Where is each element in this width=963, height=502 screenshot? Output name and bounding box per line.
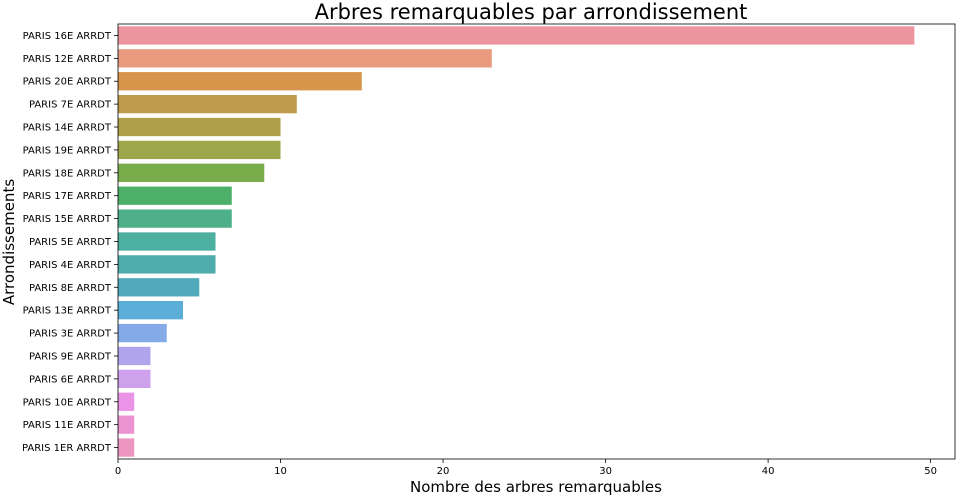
bar-paris-7e-arrdt: [118, 94, 297, 114]
y-tick-label: PARIS 10E ARRDT: [23, 397, 112, 408]
bar-paris-6e-arrdt: [118, 369, 151, 389]
bar-paris-20e-arrdt: [118, 72, 362, 91]
y-tick-label: PARIS 19E ARRDT: [23, 145, 112, 156]
bar-paris-8e-arrdt: [118, 278, 200, 297]
bar-paris-16e-arrdt: [118, 26, 915, 45]
plot-frame: [117, 23, 956, 460]
x-axis-label: Nombre des arbres remarquables: [410, 478, 662, 496]
y-axis-label: Arrondissements: [0, 179, 18, 305]
y-tick-label: PARIS 12E ARRDT: [23, 54, 112, 65]
x-tick-label: 50: [924, 466, 937, 477]
y-tick-label: PARIS 9E ARRDT: [29, 351, 112, 362]
x-tick-label: 40: [762, 466, 775, 477]
y-tick-label: PARIS 3E ARRDT: [29, 329, 112, 340]
bar-paris-19e-arrdt: [118, 140, 281, 160]
bar-paris-14e-arrdt: [118, 117, 281, 137]
bar-paris-15e-arrdt: [118, 209, 232, 228]
y-tick-label: PARIS 13E ARRDT: [23, 306, 112, 317]
y-tick-label: PARIS 6E ARRDT: [29, 374, 112, 385]
x-tick-label: 30: [599, 466, 612, 477]
x-tick-label: 0: [115, 466, 121, 477]
bar-paris-11e-arrdt: [118, 415, 135, 434]
y-ticks-group: PARIS 16E ARRDT PARIS 12E ARRDT PARIS 20E …: [22, 31, 118, 454]
bar-paris-13e-arrdt: [118, 301, 184, 320]
bar-paris-10e-arrdt: [118, 392, 135, 411]
y-tick-label: PARIS 7E ARRDT: [29, 100, 112, 111]
bar-paris-3e-arrdt: [118, 323, 167, 343]
y-tick-label: PARIS 1ER ARRDT: [22, 443, 112, 454]
y-tick-label: PARIS 17E ARRDT: [23, 191, 112, 202]
chart-title: Arbres remarquables par arrondissement: [315, 0, 748, 24]
x-tick-label: 20: [437, 466, 450, 477]
y-tick-label: PARIS 16E ARRDT: [23, 31, 112, 42]
bar-paris-5e-arrdt: [118, 232, 216, 251]
y-tick-label: PARIS 20E ARRDT: [23, 77, 112, 88]
y-tick-label: PARIS 14E ARRDT: [23, 123, 112, 134]
y-tick-label: PARIS 8E ARRDT: [29, 283, 112, 294]
bar-paris-17e-arrdt: [118, 186, 232, 205]
bar-paris-18e-arrdt: [118, 163, 265, 182]
x-ticks-group: 0 10 20 30 40 50: [115, 459, 937, 477]
bars-group: [118, 26, 915, 457]
y-tick-label: PARIS 4E ARRDT: [29, 260, 112, 271]
bar-paris-9e-arrdt: [118, 346, 151, 366]
y-tick-label: PARIS 11E ARRDT: [23, 420, 112, 431]
x-tick-label: 10: [274, 466, 287, 477]
y-tick-label: PARIS 18E ARRDT: [23, 168, 112, 179]
bar-paris-1er-arrdt: [118, 438, 135, 457]
y-tick-label: PARIS 15E ARRDT: [23, 214, 112, 225]
bar-paris-12e-arrdt: [118, 49, 492, 68]
bar-paris-4e-arrdt: [118, 255, 216, 274]
y-tick-label: PARIS 5E ARRDT: [29, 237, 112, 248]
